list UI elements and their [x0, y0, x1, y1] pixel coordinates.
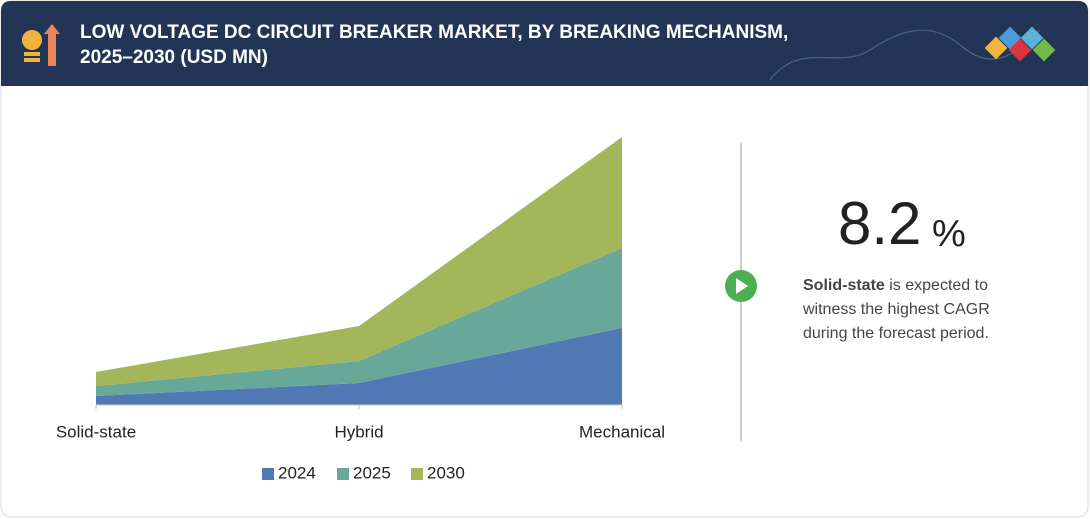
legend-label: 2025	[353, 463, 391, 482]
description-lead: Solid-state	[803, 277, 885, 294]
x-tick-label: Solid-state	[56, 422, 136, 441]
legend-label: 2024	[278, 463, 316, 482]
legend-swatch	[411, 468, 423, 480]
play-arrow	[736, 278, 748, 294]
description: Solid-state is expected to witness the h…	[803, 274, 1023, 346]
area	[96, 248, 622, 396]
stat-value: 8.2	[838, 190, 921, 257]
description-text: is expected to witness the highest CAGR …	[803, 277, 990, 342]
area	[96, 328, 622, 405]
legend-swatch	[337, 468, 349, 480]
title: LOW VOLTAGE DC CIRCUIT BREAKER MARKET, B…	[80, 22, 788, 43]
x-tick-label: Mechanical	[579, 422, 665, 441]
header-icon	[22, 24, 60, 66]
header-band	[1, 1, 1088, 86]
legend-swatch	[262, 468, 274, 480]
legend-label: 2030	[427, 463, 465, 482]
title: 2025–2030 (USD MN)	[80, 47, 268, 68]
x-tick-label: Hybrid	[334, 422, 383, 441]
stat-unit: %	[932, 213, 966, 255]
header-decoration	[769, 29, 1041, 81]
area	[96, 137, 622, 386]
